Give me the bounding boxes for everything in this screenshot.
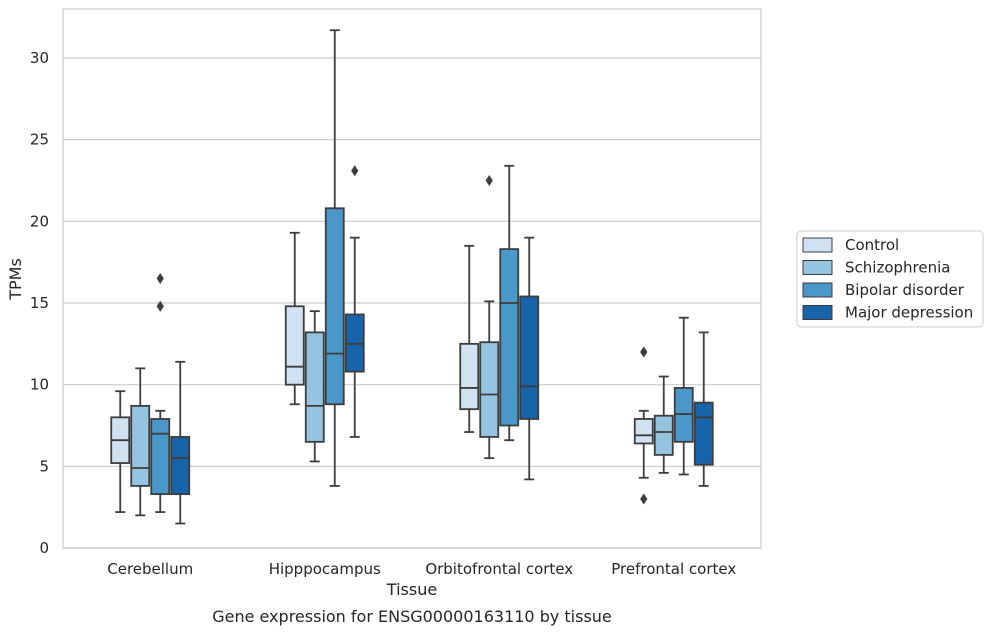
- y-tick-label: 20: [30, 212, 49, 230]
- box-body: [499, 248, 520, 427]
- box-body: [479, 341, 500, 438]
- x-tick-label: Cerebellum: [107, 560, 193, 578]
- outlier-point: [156, 300, 164, 312]
- box-major-depression: [344, 165, 365, 438]
- outlier-point: [640, 346, 648, 358]
- y-tick-label: 10: [30, 376, 49, 394]
- box-major-depression: [170, 360, 191, 525]
- box-major-depression: [519, 236, 540, 481]
- legend: Control Schizophrenia Bipolar disorder Majo…: [796, 230, 984, 328]
- x-tick-label: Hipppocampus: [269, 560, 381, 578]
- legend-label: Major depression: [845, 304, 973, 322]
- box-control: [633, 346, 654, 505]
- box-schizophrenia: [653, 375, 674, 474]
- legend-swatch: [802, 305, 833, 320]
- legend-swatch: [802, 260, 833, 275]
- y-tick-labels: 0 5 10 15 20 25 30: [30, 49, 49, 557]
- box-groups: [110, 29, 714, 525]
- x-axis-label: Tissue: [386, 580, 437, 599]
- box-schizophrenia: [479, 175, 500, 460]
- box-body: [693, 401, 714, 466]
- box-body: [653, 414, 674, 456]
- legend-label: Schizophrenia: [845, 259, 950, 277]
- box-body: [170, 436, 191, 495]
- box-control: [110, 390, 131, 513]
- y-axis-label: TPMs: [6, 258, 25, 301]
- box-control: [459, 244, 480, 433]
- x-tick-label: Orbitofrontal cortex: [425, 560, 573, 578]
- legend-swatch: [802, 282, 833, 298]
- box-bipolar-disorder: [150, 273, 171, 513]
- box-body: [284, 305, 305, 386]
- box-control: [284, 231, 305, 406]
- box-body: [633, 418, 654, 445]
- box-bipolar-disorder: [499, 164, 520, 442]
- box-body: [324, 207, 345, 406]
- y-tick-label: 30: [30, 49, 49, 67]
- outlier-point: [640, 493, 648, 505]
- legend-label: Bipolar disorder: [845, 281, 965, 299]
- box-body: [519, 295, 540, 420]
- box-body: [150, 418, 171, 496]
- box-major-depression: [693, 331, 714, 487]
- outlier-point: [485, 175, 493, 186]
- box-schizophrenia: [304, 310, 325, 463]
- box-bipolar-disorder: [324, 29, 345, 487]
- box-body: [304, 331, 325, 443]
- box-schizophrenia: [130, 367, 151, 517]
- y-tick-label: 5: [39, 457, 49, 475]
- legend-label: Control: [845, 236, 899, 254]
- legend-swatch: [802, 237, 833, 253]
- y-tick-label: 0: [39, 539, 49, 557]
- outlier-point: [156, 273, 164, 284]
- box-body: [459, 342, 480, 411]
- box-bipolar-disorder: [673, 316, 694, 476]
- x-tick-label: Prefrontal cortex: [611, 560, 736, 578]
- outlier-point: [351, 165, 359, 177]
- legend-frame: [796, 230, 984, 328]
- box-body: [130, 404, 151, 487]
- chart-caption: Gene expression for ENSG00000163110 by t…: [212, 607, 612, 626]
- y-tick-label: 25: [30, 131, 49, 149]
- plot-frame: [62, 8, 762, 549]
- x-tick-labels: Cerebellum Hipppocampus Orbitofrontal cort…: [107, 560, 736, 578]
- y-tick-label: 15: [30, 294, 49, 312]
